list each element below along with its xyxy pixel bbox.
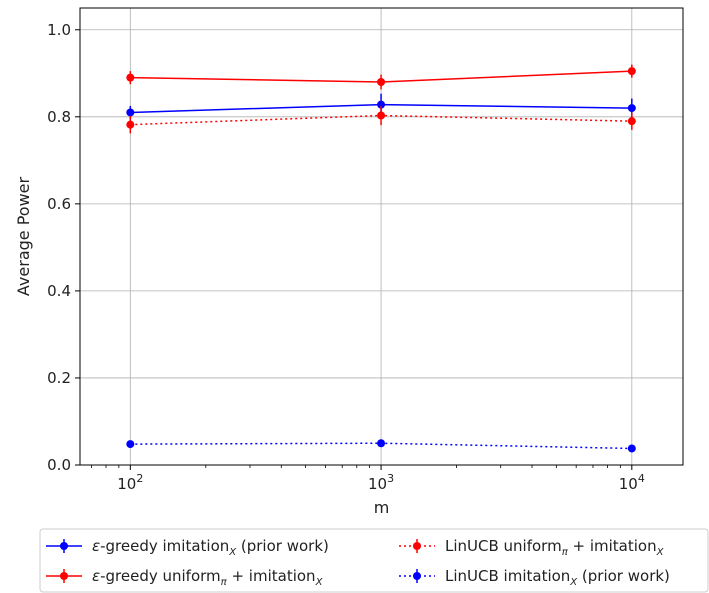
data-point (627, 104, 636, 113)
x-tick-label: 102 (117, 472, 143, 493)
x-axis-label: m (374, 498, 390, 517)
legend-entry-3: LinUCB imitationX (prior work) (399, 567, 670, 588)
data-point (627, 117, 636, 126)
legend-label: LinUCB imitationX (prior work) (445, 567, 670, 588)
series-layer (126, 64, 636, 453)
y-tick-label: 0.4 (47, 282, 71, 300)
legend-marker (413, 542, 421, 550)
ticks: 0.0 0.2 0.4 0.6 0.8 1.0 102 103 104 (47, 21, 645, 493)
legend-marker (60, 572, 68, 580)
data-point (126, 108, 135, 117)
data-point (126, 440, 135, 449)
legend-entry-2: LinUCB uniformπ + imitationX (399, 537, 665, 558)
legend-entry-1: ε-greedy uniformπ + imitationX (46, 567, 324, 588)
legend-label: ε-greedy imitationX (prior work) (92, 537, 329, 558)
y-tick-label: 0.8 (47, 108, 71, 126)
legend-entry-0: ε-greedy imitationX (prior work) (46, 537, 329, 558)
data-point (627, 67, 636, 76)
data-point (627, 444, 636, 453)
data-point (126, 120, 135, 129)
series-2 (126, 105, 636, 134)
series-3 (126, 439, 636, 453)
legend-marker (413, 572, 421, 580)
legend-label: LinUCB uniformπ + imitationX (445, 537, 665, 558)
x-tick-label: 104 (619, 472, 645, 493)
data-point (377, 111, 386, 120)
legend-marker (60, 542, 68, 550)
data-point (126, 73, 135, 82)
x-tick-label: 103 (368, 472, 394, 493)
y-axis-label: Average Power (14, 177, 33, 297)
y-tick-label: 1.0 (47, 21, 71, 39)
data-point (377, 439, 386, 448)
legend: ε-greedy imitationX (prior work) ε-greedy… (39, 528, 709, 593)
y-tick-label: 0.2 (47, 369, 71, 387)
y-tick-label: 0.0 (47, 456, 71, 474)
y-tick-label: 0.6 (47, 195, 71, 213)
legend-box (39, 528, 709, 593)
data-point (377, 100, 386, 109)
legend-label: ε-greedy uniformπ + imitationX (92, 567, 324, 588)
series-1 (126, 64, 636, 90)
data-point (377, 77, 386, 86)
